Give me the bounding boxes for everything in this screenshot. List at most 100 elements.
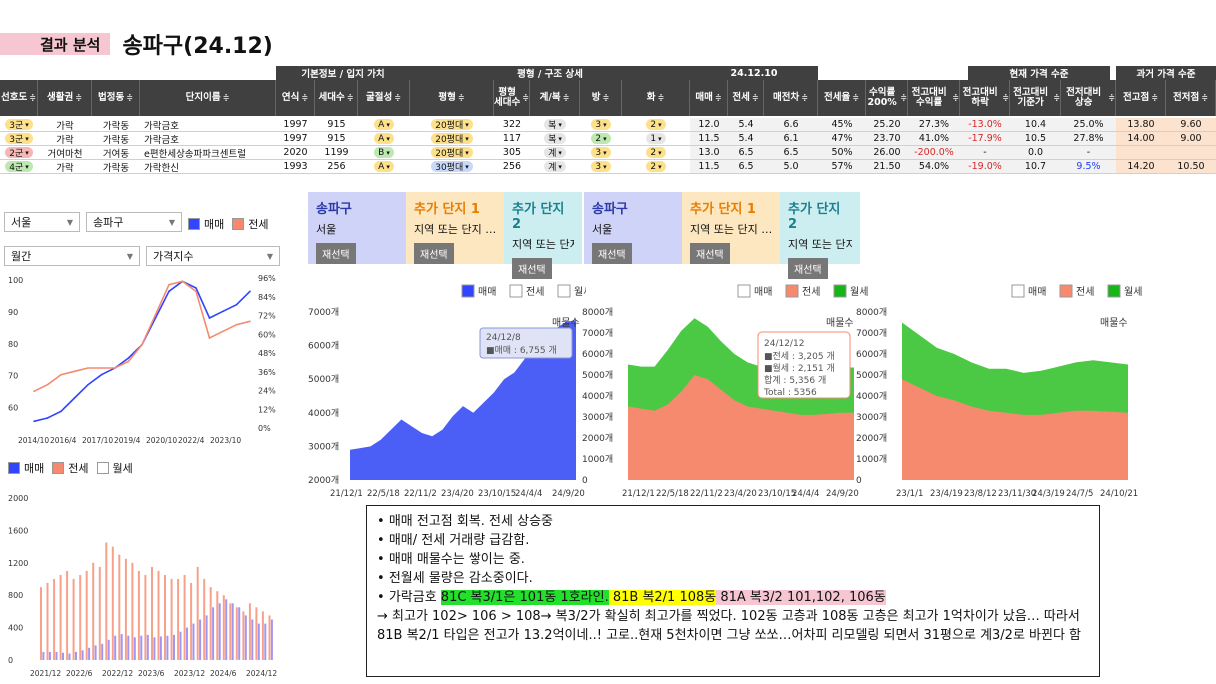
period-select[interactable]: 월간 ▼ [4,246,140,266]
dropdown-chip[interactable]: 30평대 [431,161,473,173]
table-cell[interactable]: 50% [818,146,866,159]
filter-icon[interactable]: ≑ [900,92,907,102]
metric-select[interactable]: 가격지수 ▼ [146,246,280,266]
table-cell[interactable]: 6.5 [728,146,764,159]
filter-icon[interactable]: ≑ [29,92,36,102]
table-cell[interactable]: 9.5% [1061,160,1116,173]
table-row[interactable]: 3군가락가락동가락금호1997915A20평대117복2111.55.46.14… [0,132,1216,146]
reselect-button[interactable]: 재선택 [316,243,356,264]
dropdown-chip[interactable]: 복 [544,133,566,145]
table-column-header[interactable]: 전고대비 수익률 ≑ [908,80,960,116]
dropdown-chip[interactable]: 3군 [5,119,33,131]
table-column-header[interactable]: 굴절성 ≑ [358,80,410,116]
table-cell[interactable] [1166,146,1216,159]
reselect-button[interactable]: 재선택 [592,243,632,264]
table-cell[interactable]: 4군 [0,160,38,173]
table-cell[interactable]: 27.8% [1061,132,1116,145]
table-column-header[interactable]: 전세 ≑ [728,80,764,116]
table-column-header[interactable]: 선호도 ≑ [0,80,38,116]
reselect-button[interactable]: 재선택 [690,243,730,264]
dropdown-chip[interactable]: 1 [646,133,666,144]
table-cell[interactable]: 10.7 [1010,160,1061,173]
filter-icon[interactable]: ≑ [562,92,570,102]
dropdown-chip[interactable]: 3 [591,161,611,172]
table-cell[interactable]: 1 [622,132,690,145]
table-cell[interactable]: 1199 [324,147,349,158]
table-cell[interactable]: 가락한신 [144,162,179,174]
table-cell[interactable]: 가락 [56,120,74,132]
table-cell[interactable]: 25.20 [866,118,908,131]
dropdown-chip[interactable]: 2 [646,119,666,130]
table-cell[interactable]: 2020 [283,147,308,158]
dropdown-chip[interactable]: 20평대 [431,119,473,131]
reselect-button[interactable]: 재선택 [788,258,828,279]
table-cell[interactable]: 6.6 [764,118,818,131]
table-cell[interactable]: -19.0% [960,160,1010,173]
table-cell[interactable]: 20평대 [410,132,494,145]
table-cell[interactable]: 2군 [0,146,38,159]
table-column-header[interactable]: 전고대비 기준가 ≑ [1010,80,1061,116]
dropdown-chip[interactable]: A [374,133,394,144]
filter-icon[interactable]: ≑ [346,92,354,102]
table-cell[interactable]: 가락동 [102,162,130,174]
table-cell[interactable]: 13.0 [690,146,728,159]
filter-icon[interactable]: ≑ [1053,92,1060,102]
dropdown-chip[interactable]: 복 [544,119,566,131]
filter-icon[interactable]: ≑ [126,92,133,102]
table-cell[interactable] [1116,146,1166,159]
dropdown-chip[interactable]: 3 [591,147,611,158]
table-column-header[interactable]: 전세율 ≑ [818,80,866,116]
table-cell[interactable]: 117 [502,133,522,144]
filter-icon[interactable]: ≑ [714,92,722,102]
table-cell[interactable]: 2 [622,118,690,131]
table-cell[interactable]: 14.00 [1116,132,1166,145]
table-column-header[interactable]: 전고대비 하락 ≑ [960,80,1010,116]
table-cell[interactable]: 복 [530,118,580,131]
table-cell[interactable]: 가락동 [102,120,130,132]
dropdown-chip[interactable]: 3 [591,119,611,130]
table-cell[interactable]: 915 [327,119,346,130]
table-cell[interactable]: 256 [502,161,522,172]
table-cell[interactable]: 20평대 [410,146,494,159]
table-cell[interactable]: 25.0% [1061,118,1116,131]
table-cell[interactable]: 9.60 [1166,118,1216,131]
filter-icon[interactable]: ≑ [751,92,759,102]
table-cell[interactable]: 2 [622,146,690,159]
table-cell[interactable]: 10.50 [1166,160,1216,173]
table-cell[interactable]: -13.0% [960,118,1010,131]
table-cell[interactable]: 11.5 [690,132,728,145]
table-cell[interactable]: 30평대 [410,160,494,173]
table-cell[interactable]: 21.50 [866,160,908,173]
table-cell[interactable]: -17.9% [960,132,1010,145]
table-cell[interactable]: 27.3% [908,118,960,131]
filter-icon[interactable]: ≑ [657,92,665,102]
table-cell[interactable]: 9.00 [1166,132,1216,145]
table-cell[interactable]: 915 [327,133,346,144]
dropdown-chip[interactable]: 20평대 [431,133,473,145]
dropdown-chip[interactable]: 20평대 [431,147,473,159]
table-cell[interactable]: A [358,132,410,145]
dropdown-chip[interactable]: 계 [544,147,566,159]
table-cell[interactable]: 26.00 [866,146,908,159]
dropdown-chip[interactable]: A [374,119,394,130]
table-column-header[interactable]: 매매 ≑ [690,80,728,116]
table-cell[interactable]: 3 [580,118,622,131]
table-cell[interactable]: 14.20 [1116,160,1166,173]
table-cell[interactable]: 거여마천 [47,148,83,160]
table-cell[interactable]: 5.0 [764,160,818,173]
analysis-notes[interactable]: 매매 전고점 회복. 전세 상승중 매매/ 전세 거래량 급감함. 매매 매물수… [366,505,1100,677]
filter-icon[interactable]: ≑ [522,92,529,102]
table-cell[interactable]: 5.4 [728,132,764,145]
filter-icon[interactable]: ≑ [852,92,859,102]
table-column-header[interactable]: 평형 세대수 ≑ [494,80,530,116]
filter-icon[interactable]: ≑ [222,92,230,102]
table-cell[interactable]: A [358,118,410,131]
table-row[interactable]: 3군 가락 가락동 가락금호 1997 915 A 20평대 322 복 3 2 12.05.46.64… [0,118,1216,132]
table-column-header[interactable]: 계/복 ≑ [530,80,580,116]
filter-icon[interactable]: ≑ [952,92,959,102]
table-cell[interactable]: 322 [502,119,522,130]
table-cell[interactable]: 305 [502,147,522,158]
dropdown-chip[interactable]: B [374,147,394,158]
table-cell[interactable]: 거여동 [102,148,130,160]
table-cell[interactable]: 3 [580,146,622,159]
